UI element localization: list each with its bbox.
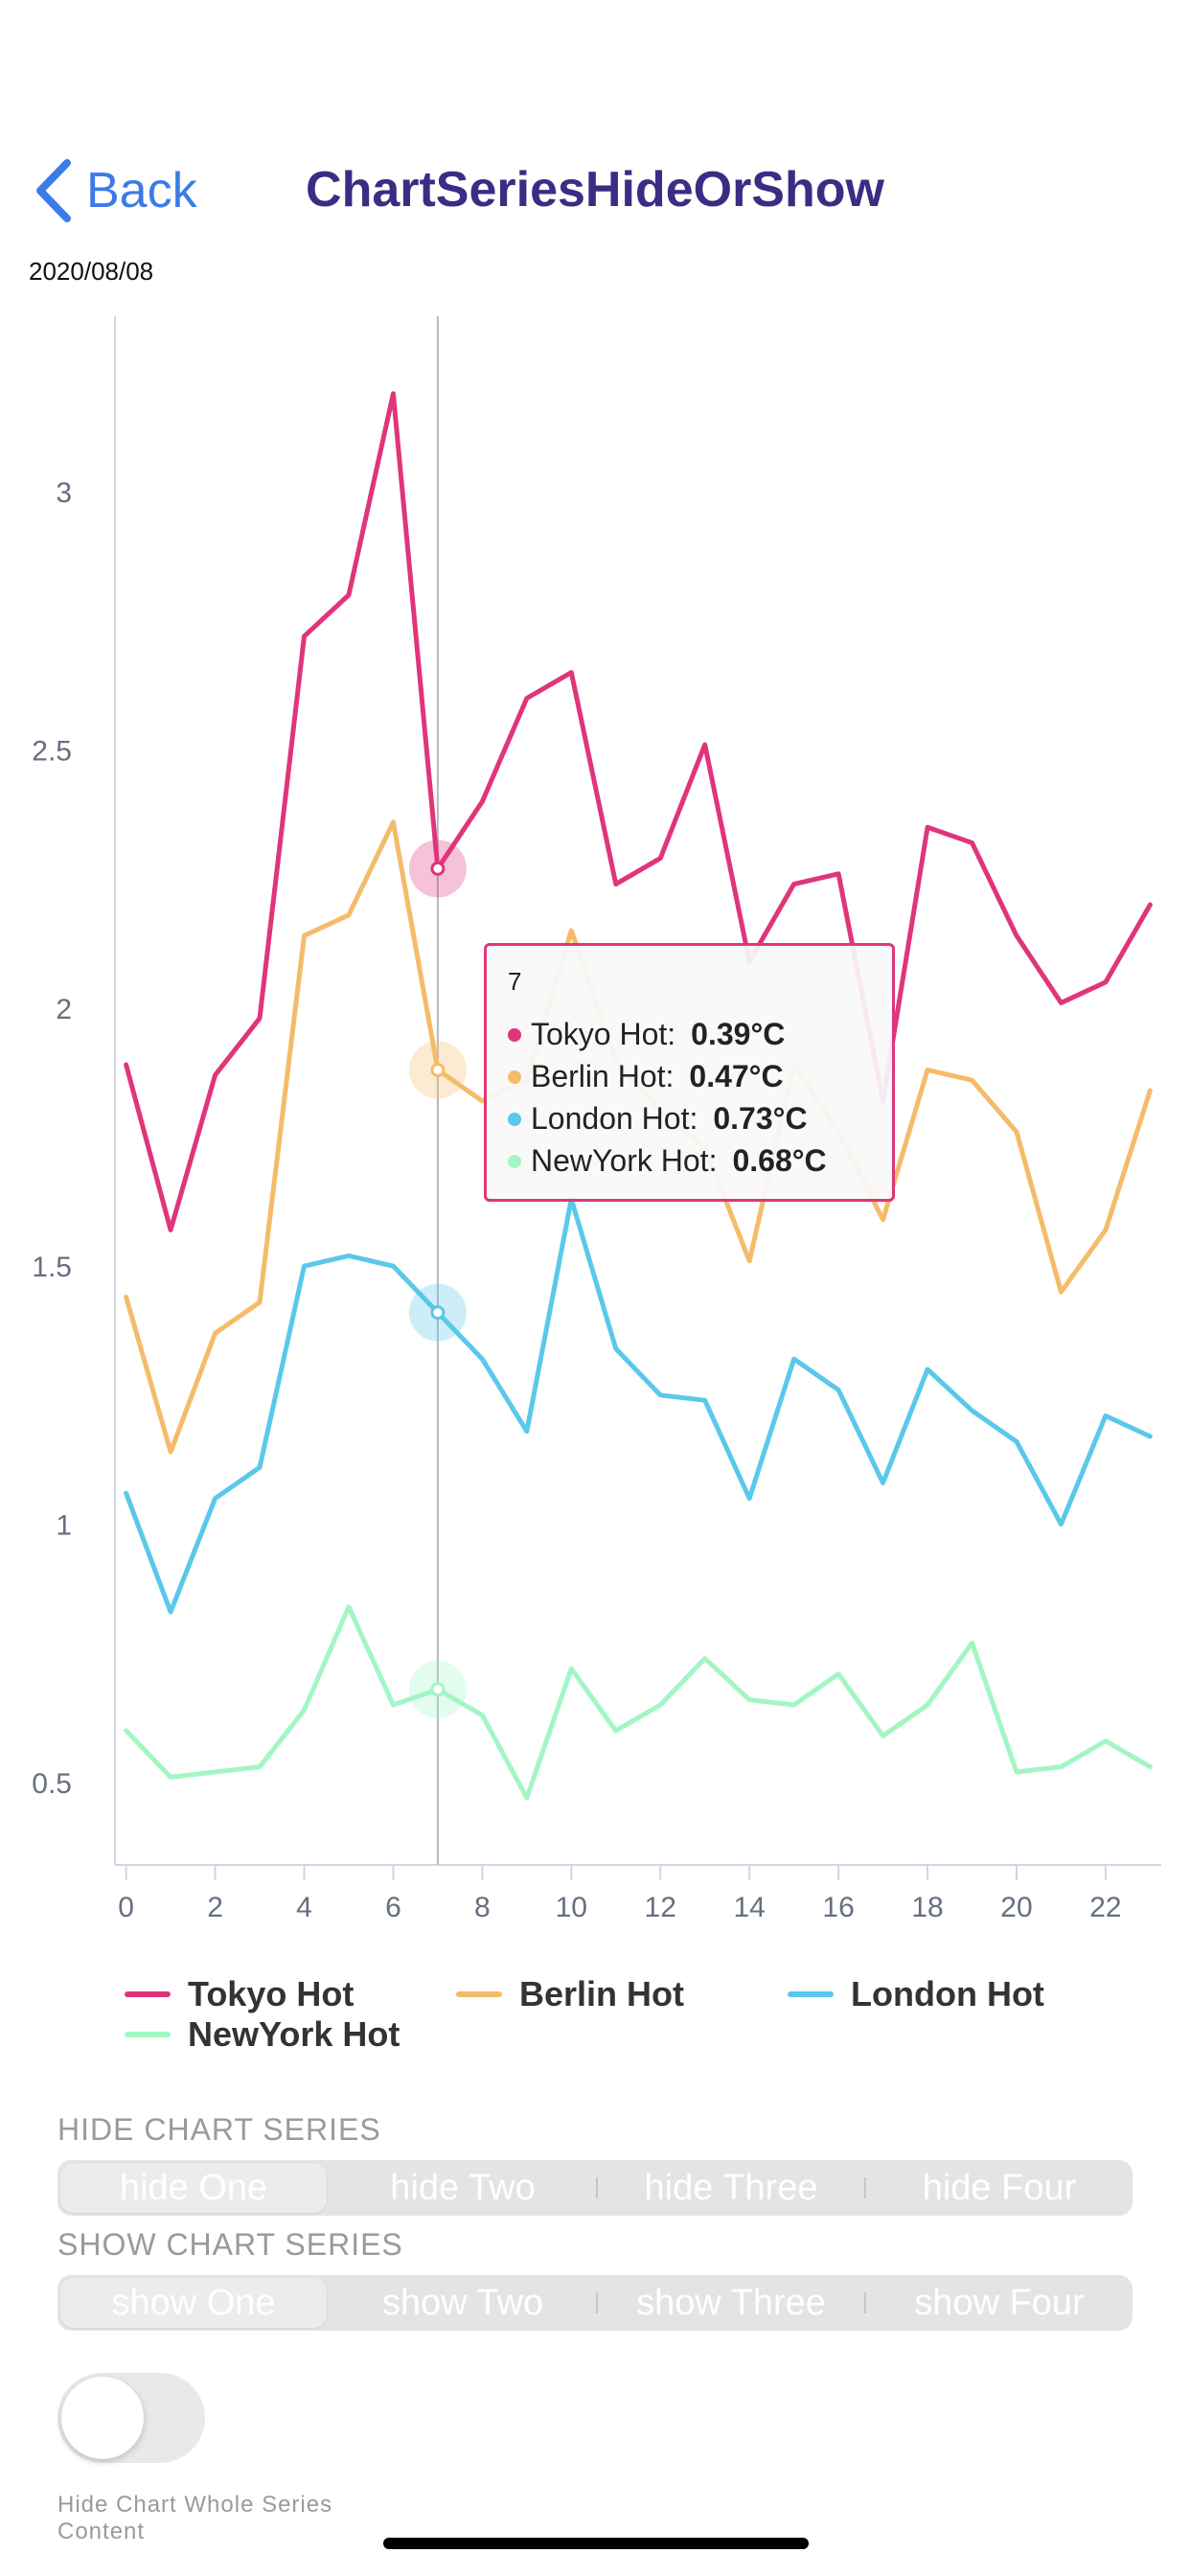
segment-divider <box>864 2177 866 2198</box>
series-line-3 <box>124 1604 1153 1801</box>
chart-subtitle: 2020/08/08 <box>29 257 154 286</box>
legend-item-tokyo[interactable]: Tokyo Hot <box>125 1974 354 2014</box>
tooltip-label: London Hot: <box>531 1101 698 1136</box>
legend-label: NewYork Hot <box>188 2014 400 2054</box>
show-four-segment[interactable]: show Four <box>914 2282 1085 2323</box>
y-tick-label: 2 <box>56 994 72 1025</box>
tokyo-dot <box>508 1027 521 1042</box>
home-indicator <box>383 2538 809 2549</box>
series-line-2 <box>124 1196 1153 1615</box>
page-title: ChartSeriesHideOrShow <box>306 162 884 218</box>
legend-label: Tokyo Hot <box>188 1974 355 2013</box>
hover-point <box>430 1062 446 1077</box>
legend-line <box>125 1991 171 1997</box>
x-tick-label: 22 <box>1089 1892 1121 1923</box>
x-tick-label: 4 <box>296 1892 312 1923</box>
x-tick-label: 10 <box>556 1892 587 1923</box>
x-tick-label: 2 <box>207 1892 223 1923</box>
y-tick-label: 1.5 <box>32 1252 72 1283</box>
x-tick-label: 0 <box>118 1892 134 1923</box>
hide-whole-series-toggle[interactable] <box>57 2373 205 2463</box>
legend-line <box>456 1991 502 1997</box>
segment-divider <box>596 2292 598 2313</box>
segment-divider <box>596 2177 598 2198</box>
x-tick-label: 14 <box>733 1892 765 1923</box>
legend-item-newyork[interactable]: NewYork Hot <box>125 2014 400 2055</box>
legend-label: London Hot <box>851 1974 1044 2013</box>
legend-label: Berlin Hot <box>519 1974 685 2013</box>
hide-two-segment[interactable]: hide Two <box>390 2167 536 2208</box>
y-tick-label: 0.5 <box>32 1768 72 1800</box>
legend-line <box>125 2032 171 2037</box>
x-tick-label: 20 <box>1000 1892 1032 1923</box>
legend-item-berlin[interactable]: Berlin Hot <box>456 1974 684 2014</box>
show-two-segment[interactable]: show Two <box>381 2282 544 2323</box>
navigation-bar: Back ChartSeriesHideOrShow <box>0 144 1190 236</box>
back-button[interactable]: Back <box>34 157 197 224</box>
london-dot <box>508 1112 521 1126</box>
tooltip-row-tokyo: Tokyo Hot: 0.39°C <box>508 1017 785 1052</box>
hide-series-segmented-control: hide One hide Two hide Three hide Four <box>57 2160 1133 2216</box>
tooltip-row-london: London Hot: 0.73°C <box>508 1101 808 1137</box>
line-chart[interactable]: 0 2 4 6 8 10 12 14 16 18 20 22 0.5 1 1.5 2 2.5 3 <box>0 288 1190 1936</box>
hover-point <box>430 861 446 876</box>
tooltip-value: 0.47°C <box>689 1059 784 1093</box>
x-tick-label: 16 <box>822 1892 854 1923</box>
hover-point <box>430 1305 446 1321</box>
tooltip-row-berlin: Berlin Hot: 0.47°C <box>508 1059 784 1094</box>
x-tick-label: 8 <box>474 1892 491 1923</box>
tooltip-value: 0.39°C <box>691 1017 786 1051</box>
x-tick-label: 6 <box>385 1892 401 1923</box>
tooltip-value: 0.68°C <box>732 1143 827 1178</box>
tooltip-label: Tokyo Hot: <box>531 1017 676 1051</box>
tooltip-label: Berlin Hot: <box>531 1059 675 1093</box>
show-section-label: SHOW CHART SERIES <box>57 2227 403 2262</box>
hide-section-label: HIDE CHART SERIES <box>57 2112 381 2147</box>
segment-divider <box>864 2292 866 2313</box>
show-three-segment[interactable]: show Three <box>636 2282 826 2323</box>
show-one-segment[interactable]: show One <box>60 2278 327 2328</box>
x-tick-label: 12 <box>645 1892 676 1923</box>
chevron-left-icon <box>36 159 71 222</box>
hide-one-segment[interactable]: hide One <box>60 2163 327 2213</box>
show-series-segmented-control: show One show Two show Three show Four <box>57 2275 1133 2331</box>
legend-line <box>788 1991 834 1997</box>
y-tick-label: 1 <box>56 1509 72 1541</box>
tooltip-value: 0.73°C <box>713 1101 808 1136</box>
newyork-dot <box>508 1154 521 1168</box>
toggle-label: Hide Chart Whole Series Content <box>57 2492 333 2544</box>
tooltip: 7 Tokyo Hot: 0.39°C Berlin Hot: 0.47°C L… <box>484 943 895 1202</box>
back-label: Back <box>86 163 197 218</box>
legend-item-london[interactable]: London Hot <box>788 1974 1044 2014</box>
berlin-dot <box>508 1070 521 1084</box>
tooltip-label: NewYork Hot: <box>531 1143 718 1178</box>
toggle-knob <box>61 2377 144 2459</box>
hide-four-segment[interactable]: hide Four <box>922 2167 1077 2208</box>
tooltip-row-newyork: NewYork Hot: 0.68°C <box>508 1143 827 1179</box>
x-tick-label: 18 <box>911 1892 943 1923</box>
hide-three-segment[interactable]: hide Three <box>644 2167 818 2208</box>
y-tick-label: 2.5 <box>32 735 72 767</box>
tooltip-header: 7 <box>508 967 522 996</box>
y-tick-label: 3 <box>56 477 72 509</box>
hover-point <box>430 1682 446 1697</box>
series-line-0 <box>124 391 1153 1232</box>
